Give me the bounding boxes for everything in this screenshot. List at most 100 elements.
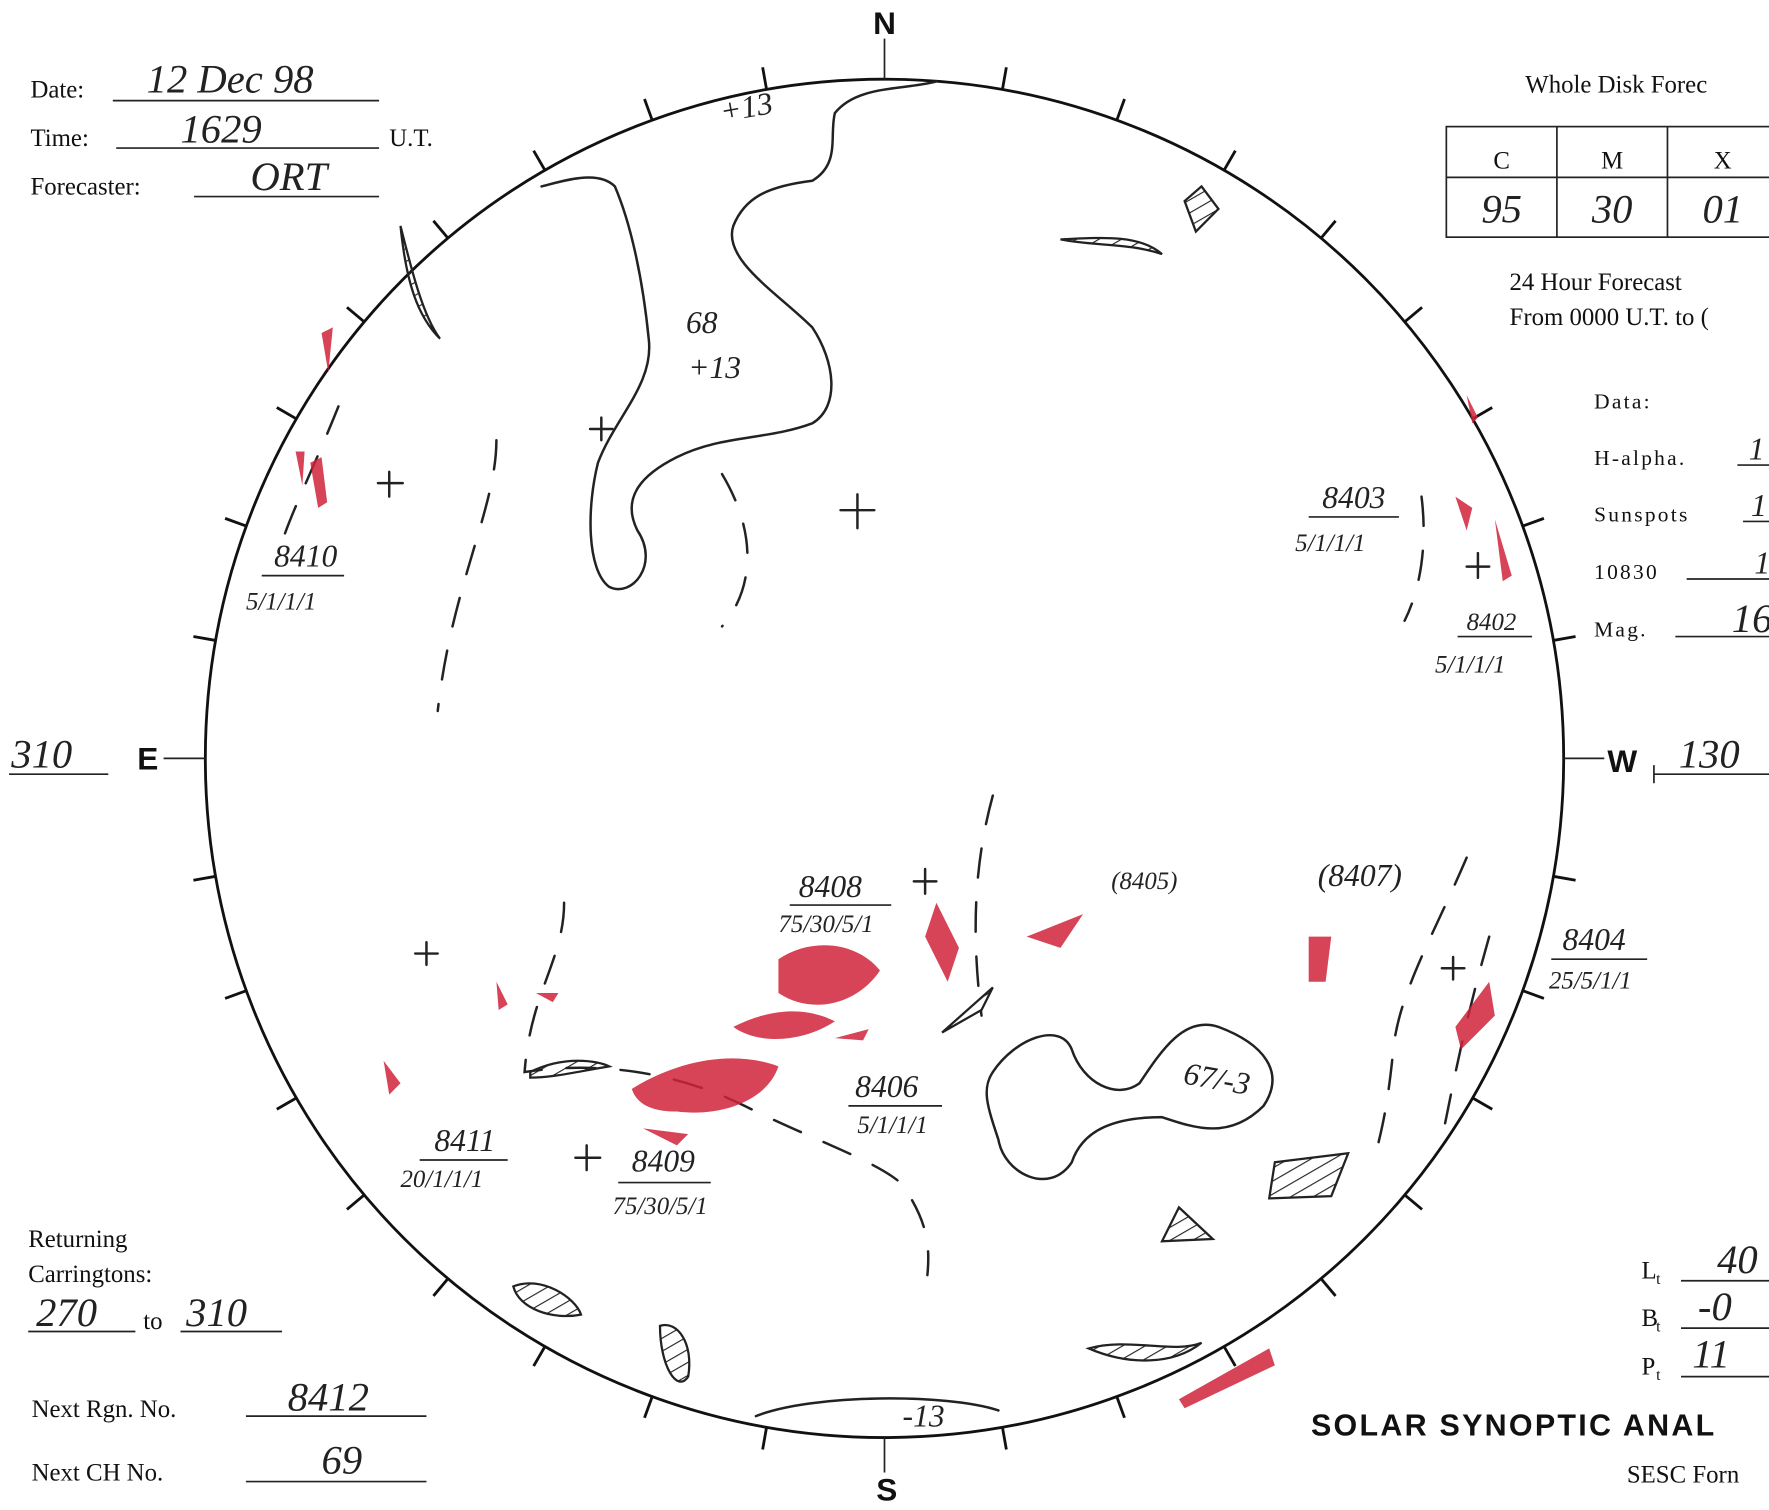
filament [1060, 238, 1162, 254]
limb-tick [644, 1397, 652, 1418]
neutral-line [1376, 858, 1466, 1151]
limb-tick [644, 99, 652, 120]
date-label: Date: [30, 76, 84, 103]
next-region-value: 8412 [288, 1374, 369, 1419]
orientation-subscript: t [1656, 1271, 1661, 1288]
neutral-line [438, 440, 497, 711]
limb-tick [277, 408, 297, 419]
coronal-hole [542, 81, 937, 589]
annotation: 5/1/1/1 [1295, 530, 1365, 557]
neutral-line [976, 796, 993, 1016]
forecast-title: Whole Disk Forec [1525, 72, 1707, 99]
compass-s: S [876, 1472, 897, 1508]
east-longitude: 310 [10, 731, 72, 776]
west-longitude: 130 [1679, 731, 1740, 776]
limb-tick [1002, 67, 1006, 89]
limb-tick [534, 151, 545, 171]
coronal-hole [756, 1398, 999, 1416]
synoptic-map: Date: 12 Dec 98 Time: 1629 U.T. Forecast… [0, 0, 1769, 1510]
filament [530, 1061, 609, 1078]
annotation: 8406 [855, 1069, 918, 1104]
table-value: 01 [1702, 186, 1743, 231]
annotation: 68 [686, 305, 718, 340]
limb-tick [277, 1098, 297, 1109]
annotation: 67/-3 [1181, 1056, 1253, 1102]
annotation: -13 [903, 1398, 945, 1433]
annotation: 75/30/5/1 [613, 1193, 708, 1220]
neutral-line [1405, 497, 1424, 621]
filament [1089, 1343, 1202, 1361]
data-row-value: 1 [1751, 488, 1767, 523]
limb-tick [763, 1427, 767, 1449]
annotation: 5/1/1/1 [1435, 652, 1505, 679]
filament [1162, 1207, 1213, 1241]
coronal-hole [987, 1025, 1273, 1179]
page: {"header": {"date_label": "Date:", "date… [0, 0, 1769, 1510]
table-header: M [1601, 147, 1623, 174]
limb-tick [1321, 221, 1336, 238]
annotation: 8402 [1467, 609, 1517, 636]
limb-tick [1523, 991, 1544, 999]
annotation: 5/1/1/1 [857, 1112, 927, 1139]
limb-tick [433, 221, 448, 238]
next-ch-value: 69 [322, 1438, 363, 1483]
data-row-label: 10830 [1594, 560, 1659, 584]
returning-label: Returning [28, 1226, 127, 1253]
data-row-value: 1 [1754, 545, 1769, 580]
limb-tick [1553, 876, 1575, 880]
orientation-value: -0 [1698, 1284, 1732, 1329]
forecaster-value: ORT [250, 154, 329, 199]
date-value: 12 Dec 98 [147, 57, 314, 102]
limb-tick [347, 307, 364, 322]
next-ch-label: Next CH No. [32, 1459, 164, 1486]
forecast-period: From 0000 U.T. to ( [1510, 304, 1709, 331]
annotation: +13 [717, 85, 775, 129]
limb-tick [1405, 1195, 1422, 1210]
returning-to-word: to [143, 1308, 162, 1335]
annotation: 8410 [274, 539, 337, 574]
filament [1269, 1153, 1348, 1198]
limb-tick [534, 1347, 545, 1367]
limb-tick [1117, 1397, 1125, 1418]
orientation-value: 11 [1692, 1332, 1730, 1377]
returning-from: 270 [36, 1290, 97, 1335]
annotation: 8408 [799, 869, 862, 904]
plage [733, 945, 880, 1039]
limb-tick [1553, 637, 1575, 641]
annotation: 8404 [1563, 922, 1626, 957]
orientation-symbol: L [1642, 1257, 1657, 1284]
annotation: (8405) [1111, 868, 1177, 895]
time-value: 1629 [181, 106, 262, 151]
forecast-period: 24 Hour Forecast [1510, 269, 1682, 296]
limb-tick [1321, 1279, 1336, 1296]
annotation: 8409 [632, 1143, 695, 1178]
returning-to: 310 [185, 1290, 247, 1335]
filament [1185, 186, 1219, 231]
compass-n: N [873, 5, 896, 41]
filament [513, 1283, 581, 1316]
forecaster-label: Forecaster: [30, 173, 140, 200]
annotation: 20/1/1/1 [401, 1166, 484, 1193]
filament [660, 1325, 689, 1382]
limb-tick [225, 991, 246, 999]
solar-disk [193, 67, 1575, 1449]
sketches [282, 81, 1489, 1416]
data-row-value: 1 [1749, 431, 1765, 466]
limb-tick [193, 876, 215, 880]
form-title: SOLAR SYNOPTIC ANAL [1311, 1408, 1717, 1442]
filament [942, 987, 993, 1032]
limb-tick [1117, 99, 1125, 120]
table-header: C [1493, 147, 1510, 174]
data-row-label: H-alpha. [1594, 446, 1686, 470]
time-unit: U.T. [389, 125, 433, 152]
table-value: 30 [1591, 186, 1633, 231]
annotation: 25/5/1/1 [1549, 968, 1632, 995]
data-label: Data: [1594, 390, 1652, 414]
orientation-subscript: t [1656, 1319, 1661, 1336]
data-row-value: 16 [1732, 596, 1769, 641]
limb-tick [225, 518, 246, 526]
limb-tick [1473, 1098, 1493, 1109]
table-header: X [1714, 147, 1732, 174]
annotation: 8411 [434, 1123, 495, 1158]
orientation-symbol: P [1642, 1353, 1656, 1380]
